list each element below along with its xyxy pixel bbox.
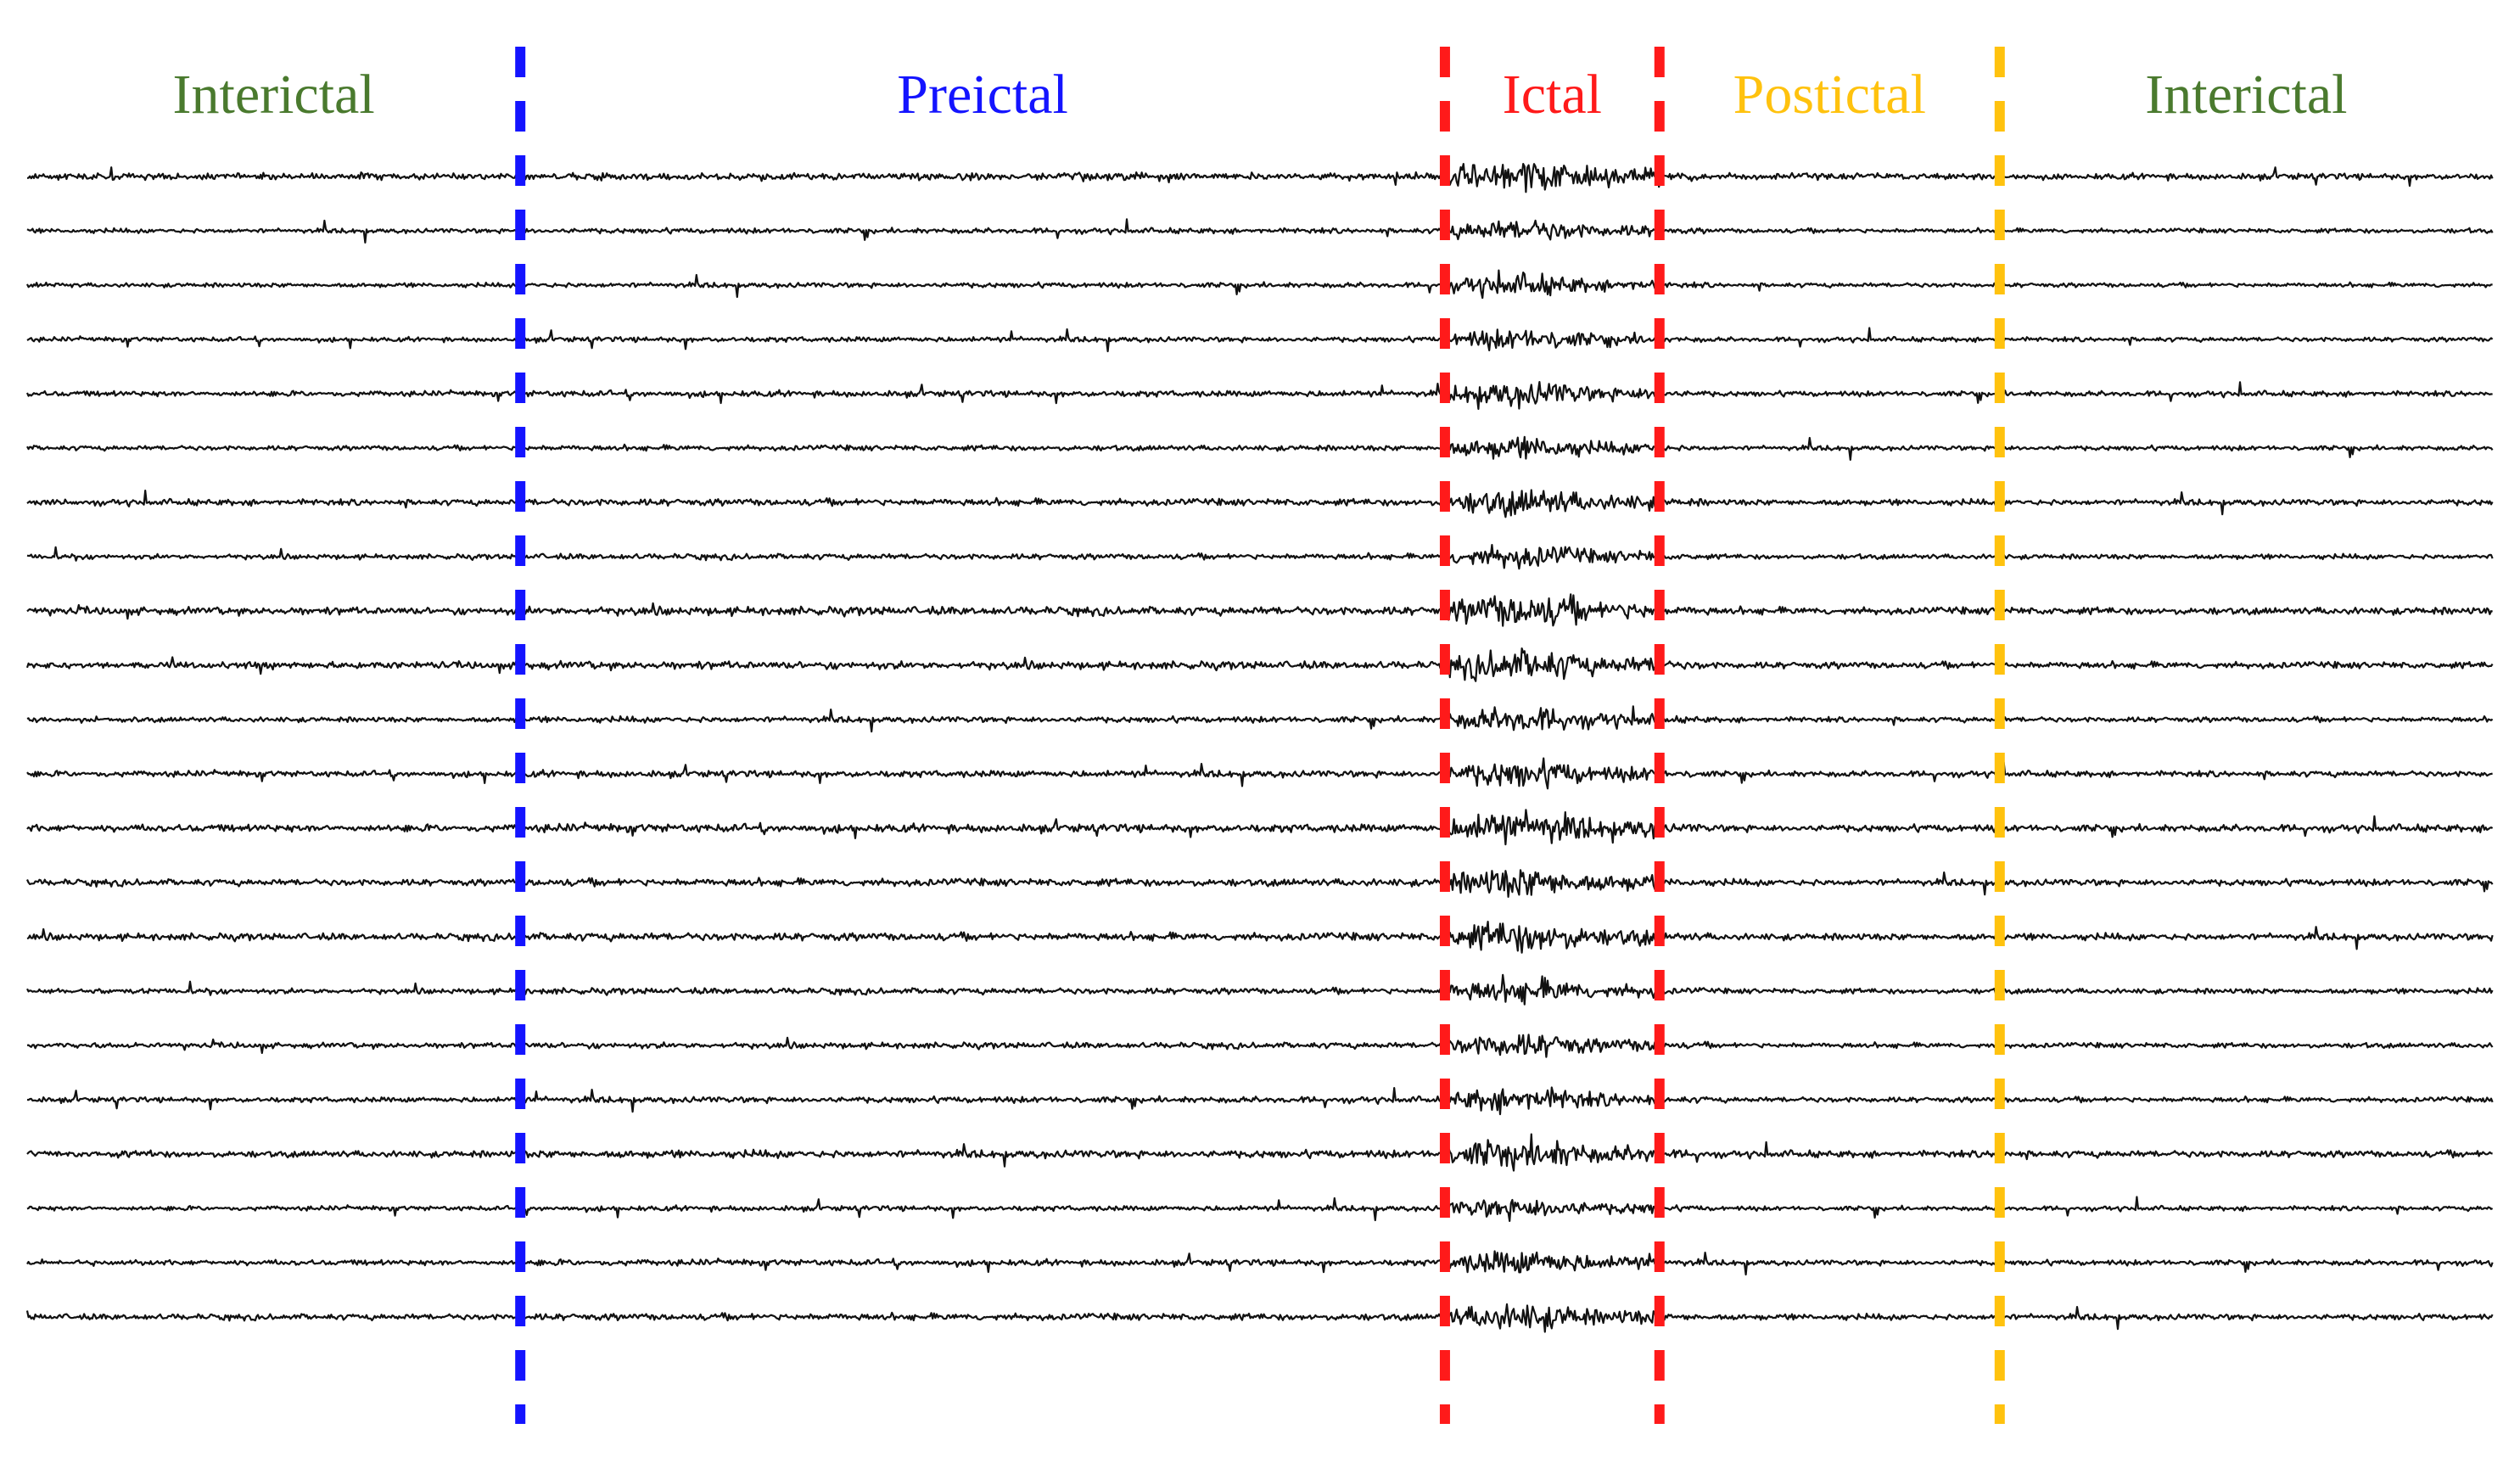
eeg-channel-6: [26, 435, 2494, 461]
eeg-channel-15: [26, 921, 2494, 954]
eeg-channel-22: [25, 1303, 2494, 1333]
eeg-channel-17: [26, 1034, 2494, 1058]
eeg-channel-14: [25, 869, 2494, 898]
label-ictal: Ictal: [1503, 64, 1602, 126]
eeg-channel-20: [26, 1196, 2494, 1222]
phase-boundaries: [515, 47, 2005, 1424]
label-interictal-start: Interictal: [173, 64, 375, 126]
eeg-channel-8: [26, 544, 2494, 570]
eeg-channel-12: [26, 757, 2493, 790]
label-preictal: Preictal: [897, 64, 1068, 126]
eeg-channel-traces: [25, 163, 2494, 1333]
label-interictal-end: Interictal: [2145, 64, 2347, 126]
eeg-channel-16: [26, 973, 2494, 1006]
eeg-channel-5: [25, 381, 2493, 410]
eeg-channel-7: [26, 489, 2494, 518]
phase-labels: Interictal Preictal Ictal Postictal Inte…: [173, 64, 2348, 126]
eeg-channel-18: [26, 1086, 2494, 1116]
eeg-channel-2: [26, 218, 2494, 244]
eeg-channel-9: [26, 593, 2493, 627]
eeg-channel-19: [26, 1133, 2493, 1172]
eeg-channel-1: [26, 163, 2494, 193]
eeg-channel-21: [26, 1250, 2494, 1276]
eeg-channel-13: [26, 809, 2494, 846]
label-postictal: Postictal: [1733, 64, 1926, 126]
eeg-channel-3: [26, 269, 2493, 300]
eeg-channel-10: [25, 647, 2494, 682]
eeg-channel-11: [26, 705, 2494, 733]
eeg-channel-4: [26, 327, 2494, 353]
